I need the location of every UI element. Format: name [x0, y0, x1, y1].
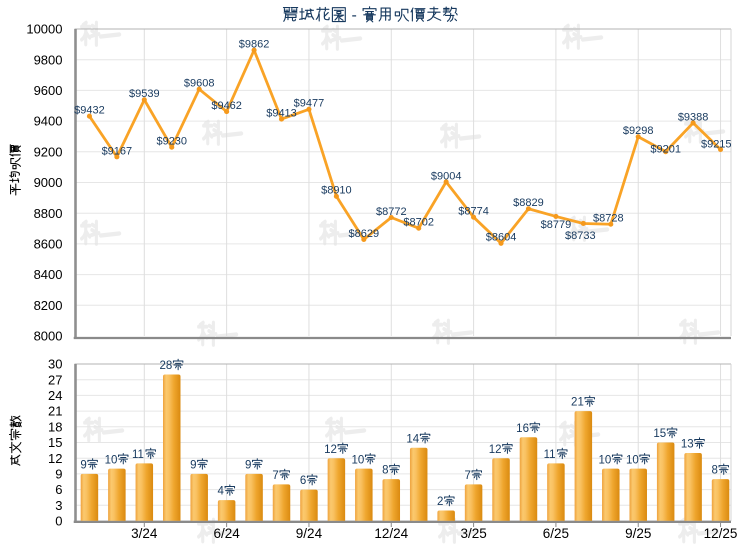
- svg-text:$9167: $9167: [102, 145, 133, 157]
- svg-text:8400: 8400: [34, 267, 63, 282]
- svg-text:15: 15: [48, 435, 62, 450]
- svg-text:8000: 8000: [34, 329, 63, 344]
- svg-text:3: 3: [55, 498, 62, 513]
- svg-text:$8629: $8629: [349, 228, 380, 240]
- svg-text:12/25: 12/25: [704, 526, 738, 541]
- svg-text:6/24: 6/24: [213, 526, 240, 541]
- svg-text:$9608: $9608: [184, 78, 215, 90]
- svg-text:9: 9: [80, 460, 86, 472]
- svg-text:$9004: $9004: [431, 170, 462, 182]
- svg-text:6: 6: [55, 482, 62, 497]
- svg-text:$9298: $9298: [623, 125, 654, 137]
- svg-text:9600: 9600: [34, 83, 63, 98]
- svg-text:7: 7: [464, 470, 470, 482]
- svg-text:9800: 9800: [34, 52, 63, 67]
- svg-text:3/24: 3/24: [131, 526, 158, 541]
- svg-text:4: 4: [218, 486, 225, 498]
- svg-text:$9462: $9462: [211, 100, 242, 112]
- svg-text:$9388: $9388: [678, 111, 709, 123]
- svg-text:24: 24: [48, 388, 62, 403]
- svg-text:10: 10: [626, 454, 639, 466]
- svg-text:-: -: [352, 6, 357, 24]
- svg-text:$9432: $9432: [74, 105, 105, 117]
- svg-text:$8702: $8702: [403, 217, 434, 229]
- svg-text:9200: 9200: [34, 144, 63, 159]
- svg-text:10: 10: [599, 454, 612, 466]
- svg-text:9000: 9000: [34, 175, 63, 190]
- svg-text:$8772: $8772: [376, 206, 407, 218]
- svg-text:6: 6: [300, 475, 306, 487]
- svg-text:27: 27: [48, 372, 62, 387]
- svg-text:12: 12: [48, 451, 62, 466]
- svg-text:$8728: $8728: [593, 213, 624, 225]
- svg-text:14: 14: [406, 433, 419, 445]
- svg-text:$9539: $9539: [129, 88, 160, 100]
- svg-text:12: 12: [324, 444, 337, 456]
- svg-text:10000: 10000: [26, 22, 62, 37]
- svg-text:3/25: 3/25: [460, 526, 486, 541]
- svg-text:21: 21: [571, 397, 584, 409]
- svg-text:$8910: $8910: [321, 185, 352, 197]
- svg-text:$8774: $8774: [458, 206, 489, 218]
- svg-text:30: 30: [48, 357, 62, 372]
- svg-text:$8829: $8829: [513, 197, 544, 209]
- svg-text:15: 15: [653, 428, 666, 440]
- svg-text:7: 7: [272, 470, 278, 482]
- svg-text:9/24: 9/24: [296, 526, 323, 541]
- svg-text:8800: 8800: [34, 206, 63, 221]
- svg-text:0: 0: [55, 514, 62, 529]
- svg-text:13: 13: [681, 439, 694, 451]
- svg-text:8: 8: [382, 465, 388, 477]
- svg-text:$9862: $9862: [239, 39, 270, 51]
- svg-text:16: 16: [516, 423, 529, 435]
- svg-text:12/24: 12/24: [374, 526, 408, 541]
- svg-text:8: 8: [711, 465, 717, 477]
- svg-text:9400: 9400: [34, 114, 63, 129]
- svg-text:8600: 8600: [34, 237, 63, 252]
- svg-text:10: 10: [105, 454, 118, 466]
- svg-text:$9230: $9230: [156, 136, 187, 148]
- svg-text:8200: 8200: [34, 298, 63, 313]
- svg-text:10: 10: [352, 454, 365, 466]
- svg-text:11: 11: [544, 449, 556, 461]
- svg-text:12: 12: [489, 444, 502, 456]
- svg-text:$8779: $8779: [541, 219, 572, 231]
- svg-text:9/25: 9/25: [625, 526, 651, 541]
- svg-text:$8604: $8604: [486, 232, 517, 244]
- svg-text:11: 11: [132, 449, 144, 461]
- svg-text:21: 21: [48, 404, 62, 419]
- svg-text:2: 2: [437, 496, 443, 508]
- svg-text:$9201: $9201: [650, 143, 681, 155]
- svg-text:$9413: $9413: [266, 108, 297, 120]
- svg-text:18: 18: [48, 419, 62, 434]
- svg-text:$9477: $9477: [294, 98, 325, 110]
- svg-text:9: 9: [55, 467, 62, 482]
- svg-text:$9215: $9215: [701, 138, 732, 150]
- svg-text:9: 9: [245, 460, 251, 472]
- svg-text:$8733: $8733: [565, 230, 596, 242]
- svg-text:28: 28: [159, 360, 172, 372]
- svg-text:6/25: 6/25: [543, 526, 569, 541]
- svg-text:9: 9: [190, 460, 196, 472]
